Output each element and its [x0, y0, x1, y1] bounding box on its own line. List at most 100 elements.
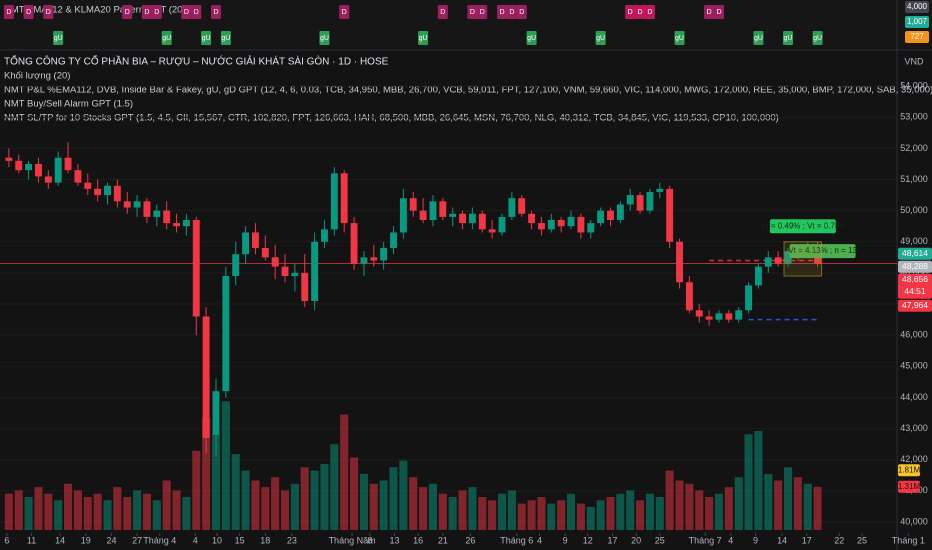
signal-text: gU [754, 35, 763, 42]
legend-item: NMT Buy/Sell Alarm GPT (1.5) [4, 99, 133, 110]
signal-text: D [440, 9, 445, 16]
signal-text: gU [527, 35, 536, 42]
candle-body [251, 232, 259, 249]
x-tick-label: 21 [438, 535, 448, 545]
x-tick-label: Tháng 6 [500, 535, 533, 545]
candle-body [685, 282, 693, 311]
y-tick-label: 45,000 [900, 361, 928, 371]
signal-badge [644, 5, 655, 19]
signal-badge [812, 31, 823, 45]
volume-bar [389, 467, 398, 530]
volume-bar [557, 500, 566, 530]
signal-badge [625, 5, 636, 19]
y-tick-label: 46,000 [900, 330, 928, 340]
volume-bar [438, 493, 447, 530]
x-tick-label: 20 [631, 535, 641, 545]
volume-bar [655, 497, 664, 530]
volume-bar [537, 497, 546, 530]
volume-bar [330, 444, 339, 530]
x-tick-label: Tháng 4 [143, 535, 176, 545]
candle-body [242, 232, 250, 255]
projection-box [783, 241, 823, 277]
candle-body [35, 163, 42, 177]
price-tag-label: 48,288 [902, 261, 928, 271]
x-tick-label: 17 [607, 535, 617, 545]
y-tick-label: 43,000 [900, 423, 928, 433]
pane-tag [905, 31, 929, 43]
volume-bar [162, 480, 171, 530]
candle-body [547, 219, 555, 230]
x-tick-label: 9 [753, 535, 758, 545]
volume-bar [724, 487, 733, 530]
signal-badge [437, 5, 448, 19]
legend-item: NMT P&L %EMA112, DVB, Inside Bar & Fakey… [4, 85, 932, 96]
volume-bar [774, 480, 783, 530]
candle-body [725, 313, 733, 320]
volume-bar [399, 460, 408, 530]
candle-body [232, 254, 240, 277]
volume-bar [626, 490, 635, 530]
volume-bar [350, 457, 359, 530]
signal-badge [210, 5, 221, 19]
signal-text: D [6, 9, 11, 16]
volume-bar [566, 493, 576, 530]
y-tick-label: 52,000 [900, 143, 928, 153]
signal-text: D [499, 9, 504, 16]
price-tag [898, 260, 932, 273]
signal-badge [191, 5, 202, 19]
pane-tag-label: 4,000 [907, 2, 928, 11]
candle-body [607, 210, 614, 220]
candle-body [182, 219, 190, 227]
signal-badge [181, 5, 192, 19]
volume-bar [211, 434, 221, 530]
candle-body [113, 185, 121, 202]
signal-badge [151, 5, 162, 19]
x-tick-label: 14 [777, 535, 787, 545]
volume-bar [616, 493, 625, 530]
candle-body [281, 266, 289, 277]
y-tick-label: 51,000 [900, 174, 928, 184]
volume-bar [54, 500, 63, 530]
candle-body [498, 216, 506, 233]
signal-text: gU [320, 35, 329, 42]
x-tick-label: 27 [132, 535, 142, 545]
price-tag-label: 48,656 [902, 274, 928, 284]
candle-body [735, 310, 743, 320]
candle-body [330, 173, 338, 230]
signal-badge [477, 5, 488, 19]
volume-bar [675, 480, 684, 530]
volume-bar [547, 503, 556, 530]
volume-bar [221, 401, 230, 530]
candle-body [567, 216, 575, 227]
signal-text: gU [675, 35, 684, 42]
x-tick-label: 16 [413, 535, 423, 545]
price-tag-label: 47,964 [902, 300, 928, 310]
volume-bar [133, 490, 142, 530]
candle-body [478, 213, 486, 230]
volume-bar [14, 490, 23, 530]
volume-bar [507, 490, 516, 530]
signal-badge [467, 5, 478, 19]
signal-badge [526, 31, 537, 45]
signal-badge [496, 5, 507, 19]
volume-bar [172, 490, 181, 530]
candle-body [340, 173, 348, 224]
pane-tag [905, 16, 929, 28]
signal-text: D [519, 9, 524, 16]
volume-bar [705, 497, 714, 530]
candle-body [44, 176, 52, 183]
volume-bar [300, 467, 309, 530]
price-tag [898, 247, 932, 260]
volume-tag [898, 464, 920, 477]
volume-bar [310, 470, 319, 530]
volume-tag-label: 1.31M [898, 482, 921, 491]
x-tick-label: 11 [27, 535, 36, 545]
candle-body [449, 213, 457, 217]
volume-bar [63, 483, 73, 530]
candle-body [557, 219, 565, 227]
candle-body [133, 201, 141, 208]
candle-body [705, 316, 713, 320]
annotation-box [769, 219, 836, 234]
x-tick-label: 22 [834, 535, 844, 545]
candle-body [468, 213, 476, 224]
